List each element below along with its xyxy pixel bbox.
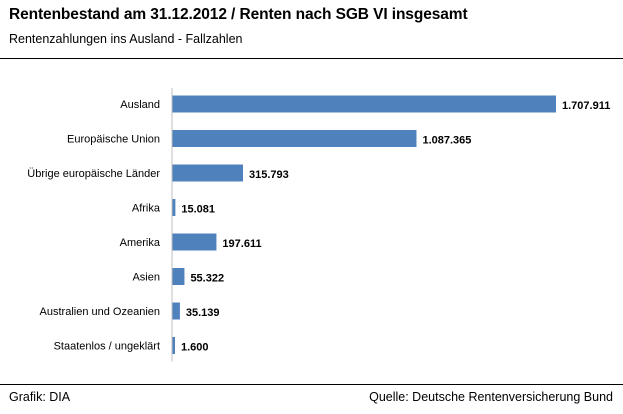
bar xyxy=(172,95,556,113)
category-label: Übrige europäische Länder xyxy=(27,168,160,180)
category-label: Amerika xyxy=(120,237,161,249)
category-label: Australien und Ozeanien xyxy=(40,306,160,318)
category-label: Europäische Union xyxy=(67,134,160,146)
bar xyxy=(172,268,185,285)
category-label: Asien xyxy=(132,272,160,284)
bar xyxy=(172,130,417,147)
bar xyxy=(172,164,244,182)
value-label: 35.139 xyxy=(186,307,220,319)
value-label: 15.081 xyxy=(181,204,215,216)
bar xyxy=(172,233,217,251)
chart-subtitle: Rentenzahlungen ins Ausland - Fallzahlen xyxy=(9,32,243,46)
category-label: Afrika xyxy=(132,203,161,215)
bar xyxy=(172,199,176,216)
value-label: 55.322 xyxy=(190,273,224,285)
category-label: Staatenlos / ungeklärt xyxy=(54,341,160,353)
value-label: 315.793 xyxy=(249,169,289,181)
bar xyxy=(172,337,175,354)
bar xyxy=(172,302,180,320)
top-divider xyxy=(0,58,623,59)
value-label: 1.707.911 xyxy=(562,100,610,112)
footer-source: Quelle: Deutsche Rentenversicherung Bund xyxy=(369,390,613,404)
footer-credit: Grafik: DIA xyxy=(9,390,71,404)
value-label: 1.087.365 xyxy=(422,135,471,147)
bottom-divider xyxy=(0,384,623,385)
value-label: 1.600 xyxy=(181,342,209,354)
chart-title: Rentenbestand am 31.12.2012 / Renten nac… xyxy=(9,6,468,23)
value-label: 197.611 xyxy=(222,238,261,250)
category-label: Ausland xyxy=(120,99,160,111)
